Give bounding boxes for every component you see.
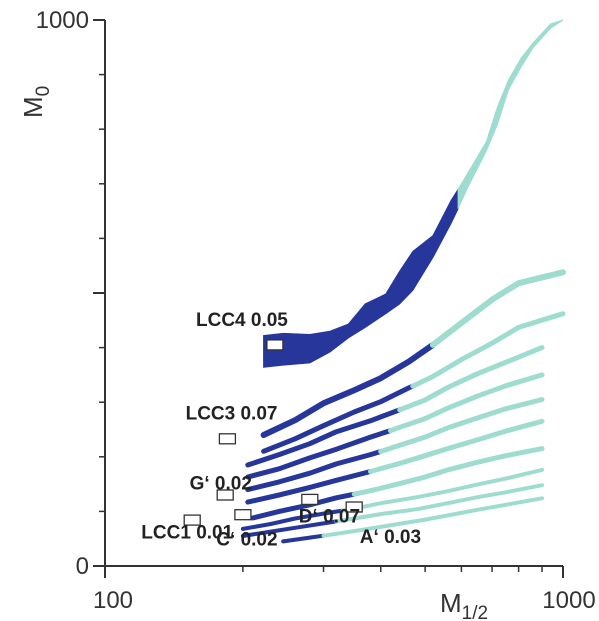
band-11-dark-segment <box>281 533 326 544</box>
band-5-light-segment <box>387 372 545 434</box>
band-7-dark-segment <box>245 469 373 505</box>
band-11-light-segment <box>321 496 544 538</box>
band-3-light-segment <box>410 311 566 389</box>
benchmark-label: C‘ 0.02 <box>216 529 277 550</box>
band-4-dark-segment <box>245 407 403 468</box>
benchmark-marker <box>266 339 284 351</box>
benchmark-marker <box>301 493 319 506</box>
regions-layer <box>240 19 566 544</box>
lcc4-band-dark-area <box>263 187 459 368</box>
x-axis-title: M1/2 <box>440 588 488 621</box>
benchmark-marker <box>216 489 234 501</box>
y-axis-title-main: M <box>18 96 48 118</box>
x-axis-title-main: M <box>440 588 462 618</box>
band-10-light-segment <box>334 483 544 524</box>
lcc3-band-dark-segment <box>260 341 436 438</box>
band-3-dark-segment <box>261 383 416 454</box>
benchmark-label: LCC1 0.01 <box>141 523 233 544</box>
band-5-dark-segment <box>245 428 393 480</box>
x-tick-label: 100 <box>93 587 133 614</box>
y-tick-label: 1000 <box>36 7 89 34</box>
band-7-light-segment <box>368 418 545 474</box>
band-8-light-segment <box>351 446 545 497</box>
benchmark-marker <box>183 514 201 526</box>
labels-layer: LCC4 0.05 LCC3 0.07 G‘ 0.02 LCC1 0.01C‘ 0.0… <box>141 310 421 551</box>
benchmark-label: G‘ 0.02 <box>190 474 252 495</box>
lcc4-band-light-area <box>457 19 564 209</box>
lcc3-band-light-segment <box>429 269 566 348</box>
band-6-dark-segment <box>245 449 384 493</box>
benchmark-label: D‘ 0.07 <box>299 506 360 527</box>
axes <box>93 19 564 578</box>
benchmark-marker <box>345 501 363 513</box>
band-4-light-segment <box>397 345 545 413</box>
benchmark-label: LCC4 0.05 <box>196 310 288 331</box>
benchmark-marker <box>218 433 237 445</box>
markers-layer <box>183 339 363 526</box>
band-10-dark-segment <box>240 519 339 538</box>
benchmark-label: LCC3 0.07 <box>186 404 278 425</box>
y-axis-title: M0 <box>18 86 54 118</box>
y-axis-title-sub: 0 <box>33 86 54 97</box>
band-9-dark-segment <box>240 508 345 531</box>
y-tick-label: 0 <box>76 553 89 580</box>
band-6-light-segment <box>378 397 545 454</box>
ticks-layer <box>93 19 564 578</box>
benchmark-marker <box>234 509 252 521</box>
benchmark-label: A‘ 0.03 <box>360 527 421 548</box>
x-axis-title-sub: 1/2 <box>462 603 488 621</box>
x-tick-label: 1000 <box>542 587 595 614</box>
